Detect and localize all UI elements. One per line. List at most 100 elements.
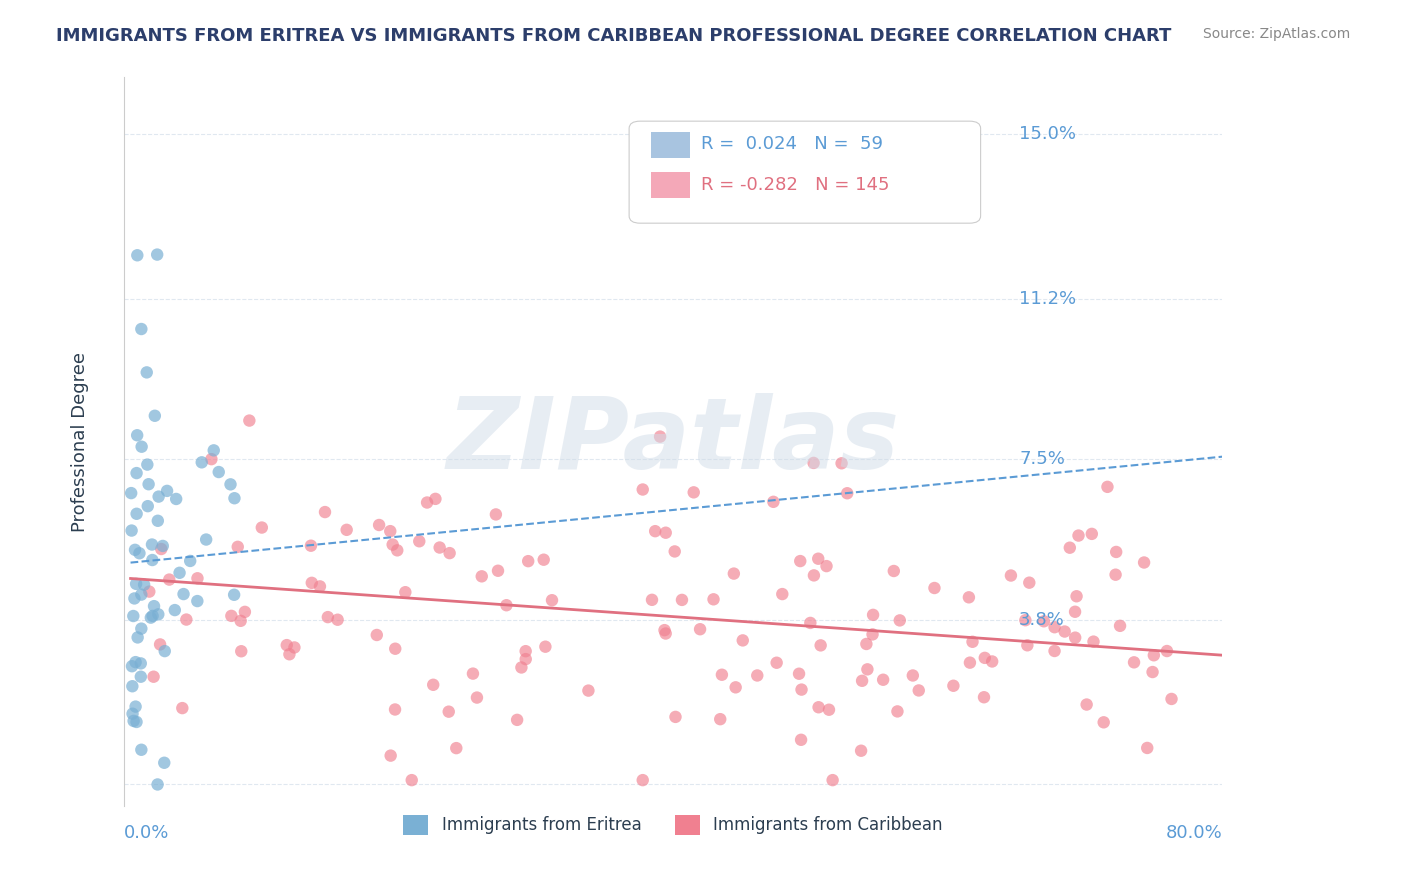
Point: [127, 631, 149, 645]
Point: [326, 613, 349, 627]
Point: [641, 592, 664, 607]
Point: [907, 683, 929, 698]
Point: [1066, 589, 1088, 603]
Point: [179, 554, 201, 568]
Point: [125, 714, 148, 729]
Point: [818, 703, 841, 717]
Point: [316, 610, 339, 624]
Point: [439, 546, 461, 560]
Point: [278, 647, 301, 661]
Point: [631, 483, 654, 497]
Point: [124, 591, 146, 606]
Point: [710, 667, 733, 681]
Point: [1097, 480, 1119, 494]
Point: [770, 587, 793, 601]
Point: [815, 559, 838, 574]
Point: [1123, 656, 1146, 670]
Point: [148, 607, 170, 622]
Point: [148, 490, 170, 504]
Point: [136, 458, 159, 472]
Point: [1142, 665, 1164, 679]
Point: [138, 477, 160, 491]
Point: [229, 614, 252, 628]
Point: [153, 756, 176, 770]
Point: [121, 659, 143, 673]
Point: [962, 634, 984, 648]
Point: [149, 637, 172, 651]
Point: [233, 605, 256, 619]
Point: [762, 495, 785, 509]
Point: [1081, 527, 1104, 541]
Point: [1076, 698, 1098, 712]
Point: [121, 524, 143, 538]
Point: [380, 748, 402, 763]
Point: [644, 524, 666, 538]
Point: [131, 743, 153, 757]
Point: [1053, 624, 1076, 639]
Point: [202, 443, 225, 458]
Point: [127, 248, 149, 262]
Point: [889, 614, 911, 628]
Point: [157, 573, 180, 587]
Point: [534, 640, 557, 654]
Point: [129, 657, 152, 671]
Text: 0.0%: 0.0%: [124, 824, 169, 842]
Point: [387, 543, 409, 558]
Point: [1067, 528, 1090, 542]
Point: [799, 615, 821, 630]
Point: [810, 639, 832, 653]
Point: [176, 613, 198, 627]
Point: [981, 655, 1004, 669]
Point: [152, 539, 174, 553]
Point: [172, 701, 194, 715]
Point: [1136, 741, 1159, 756]
Bar: [651, 172, 689, 198]
Point: [125, 466, 148, 480]
Point: [901, 668, 924, 682]
Point: [510, 660, 533, 674]
Point: [221, 608, 243, 623]
Point: [1143, 648, 1166, 663]
Point: [1083, 634, 1105, 648]
Point: [485, 508, 508, 522]
Point: [122, 714, 145, 728]
Text: Professional Degree: Professional Degree: [70, 351, 89, 532]
Point: [190, 455, 212, 469]
Point: [131, 588, 153, 602]
Point: [1059, 541, 1081, 555]
Text: IMMIGRANTS FROM ERITREA VS IMMIGRANTS FROM CARIBBEAN PROFESSIONAL DEGREE CORRELA: IMMIGRANTS FROM ERITREA VS IMMIGRANTS FR…: [56, 27, 1171, 45]
Point: [429, 541, 451, 555]
Point: [1017, 638, 1039, 652]
Point: [384, 702, 406, 716]
Point: [872, 673, 894, 687]
Point: [790, 682, 813, 697]
Point: [138, 584, 160, 599]
Point: [486, 564, 509, 578]
Text: 15.0%: 15.0%: [1019, 125, 1076, 143]
Point: [789, 554, 811, 568]
Point: [309, 579, 332, 593]
Point: [120, 486, 142, 500]
Point: [124, 699, 146, 714]
Point: [1109, 619, 1132, 633]
Text: R =  0.024   N =  59: R = 0.024 N = 59: [700, 136, 883, 153]
Point: [408, 534, 430, 549]
Point: [689, 622, 711, 636]
Point: [135, 365, 157, 379]
Point: [807, 551, 830, 566]
Point: [200, 452, 222, 467]
Point: [664, 544, 686, 558]
Point: [959, 656, 981, 670]
Point: [208, 465, 231, 479]
Point: [169, 566, 191, 580]
Point: [1064, 605, 1087, 619]
Point: [1092, 715, 1115, 730]
Point: [121, 679, 143, 693]
Point: [121, 706, 143, 721]
Point: [141, 537, 163, 551]
Point: [849, 744, 872, 758]
Point: [238, 413, 260, 427]
Point: [1018, 575, 1040, 590]
Point: [671, 593, 693, 607]
Point: [702, 592, 724, 607]
